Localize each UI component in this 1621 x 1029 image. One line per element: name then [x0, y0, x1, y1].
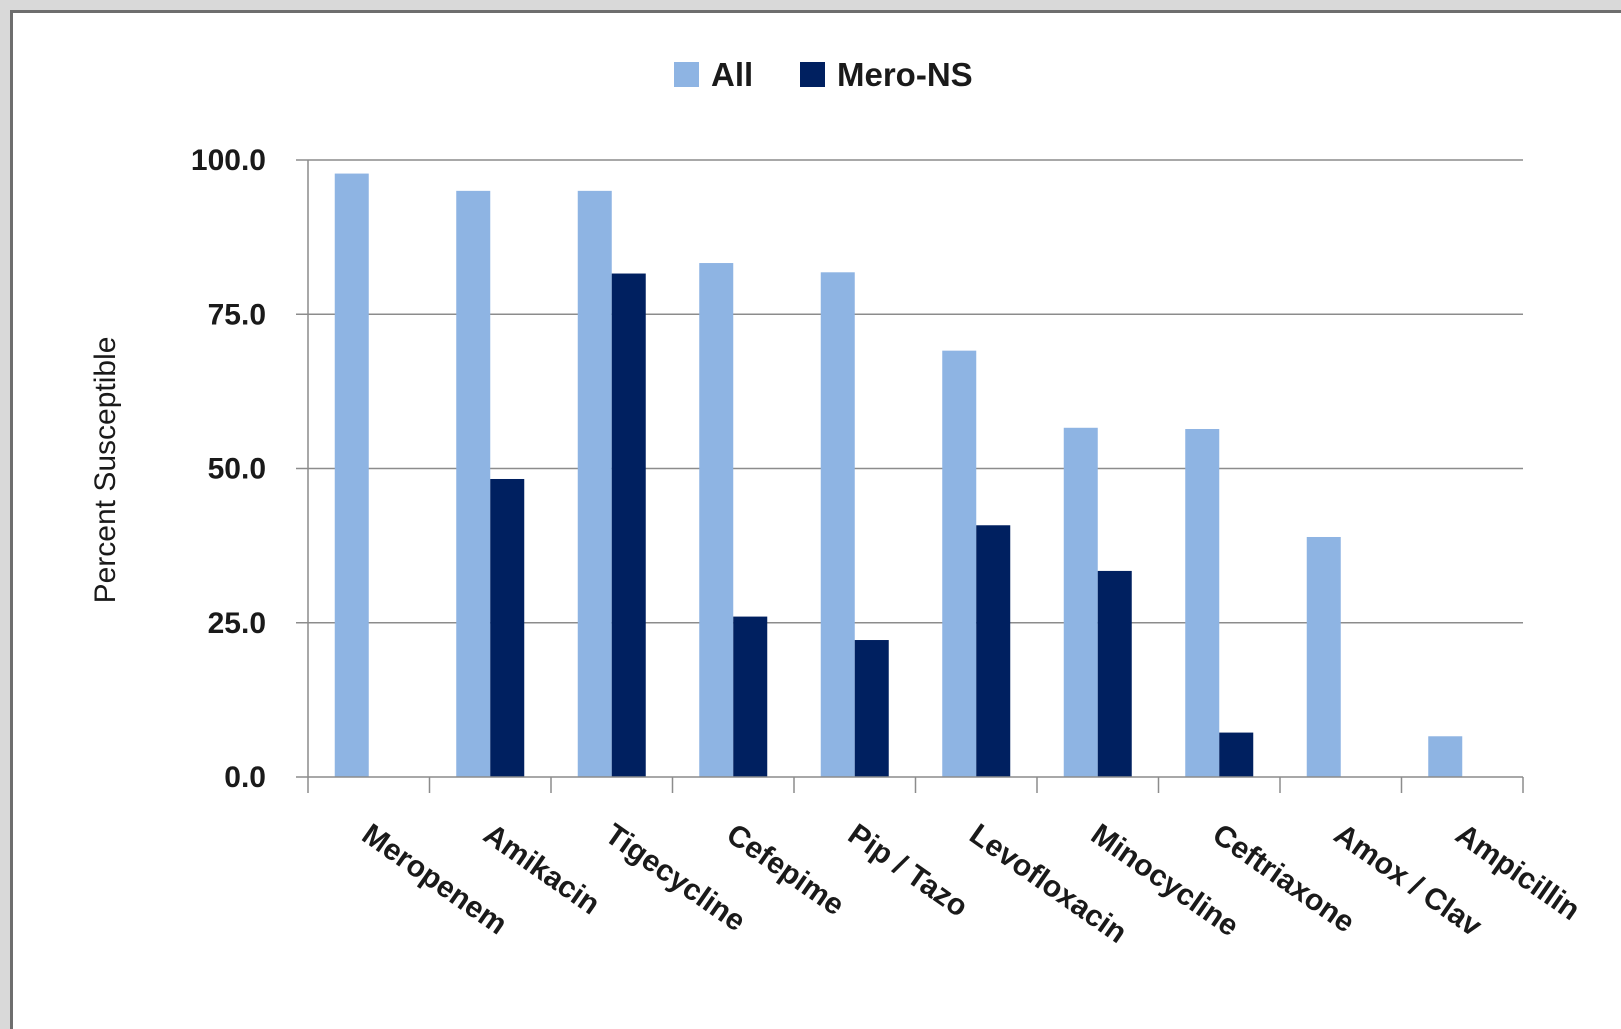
- bar-all-7: [1185, 429, 1220, 777]
- chart-frame: [10, 10, 1621, 1029]
- bars: [334, 173, 1463, 778]
- legend-label: All: [711, 56, 753, 93]
- x-category-label: Pip / Tazo: [842, 818, 974, 924]
- bar-all-6: [1063, 427, 1098, 777]
- legend-label: Mero-NS: [837, 56, 973, 93]
- bar-mero-ns-2: [611, 273, 646, 777]
- bar-all-2: [577, 190, 612, 778]
- bar-mero-ns-6: [1097, 570, 1132, 777]
- bar-mero-ns-7: [1219, 732, 1254, 777]
- bar-all-3: [699, 263, 734, 777]
- y-tick-labels: 0.0 25.0 50.0 75.0 100.0: [191, 144, 266, 794]
- bar-all-9: [1428, 736, 1463, 777]
- bar-mero-ns-4: [854, 640, 889, 777]
- bar-mero-ns-5: [976, 525, 1011, 777]
- bar-mero-ns-1: [490, 478, 525, 777]
- legend-swatch-all: [674, 62, 699, 87]
- bar-all-5: [942, 350, 977, 777]
- axes: [307, 160, 1524, 793]
- bar-all-1: [456, 190, 491, 778]
- bar-all-0: [334, 173, 369, 778]
- bar-all-8: [1306, 536, 1341, 777]
- y-tick-label: 100.0: [191, 144, 266, 177]
- legend-swatch-mero-ns: [800, 62, 825, 87]
- y-tick-label: 75.0: [208, 298, 266, 331]
- x-category-labels: MeropenemAmikacinTigecyclineCefepimePip …: [356, 818, 1586, 950]
- y-tick-label: 25.0: [208, 607, 266, 640]
- bar-all-4: [820, 272, 855, 777]
- y-axis-title: Percent Susceptible: [89, 337, 122, 604]
- y-tick-label: 50.0: [208, 453, 266, 486]
- y-tick-label: 0.0: [224, 761, 266, 794]
- bar-mero-ns-3: [733, 616, 768, 777]
- legend: All Mero-NS: [674, 56, 973, 93]
